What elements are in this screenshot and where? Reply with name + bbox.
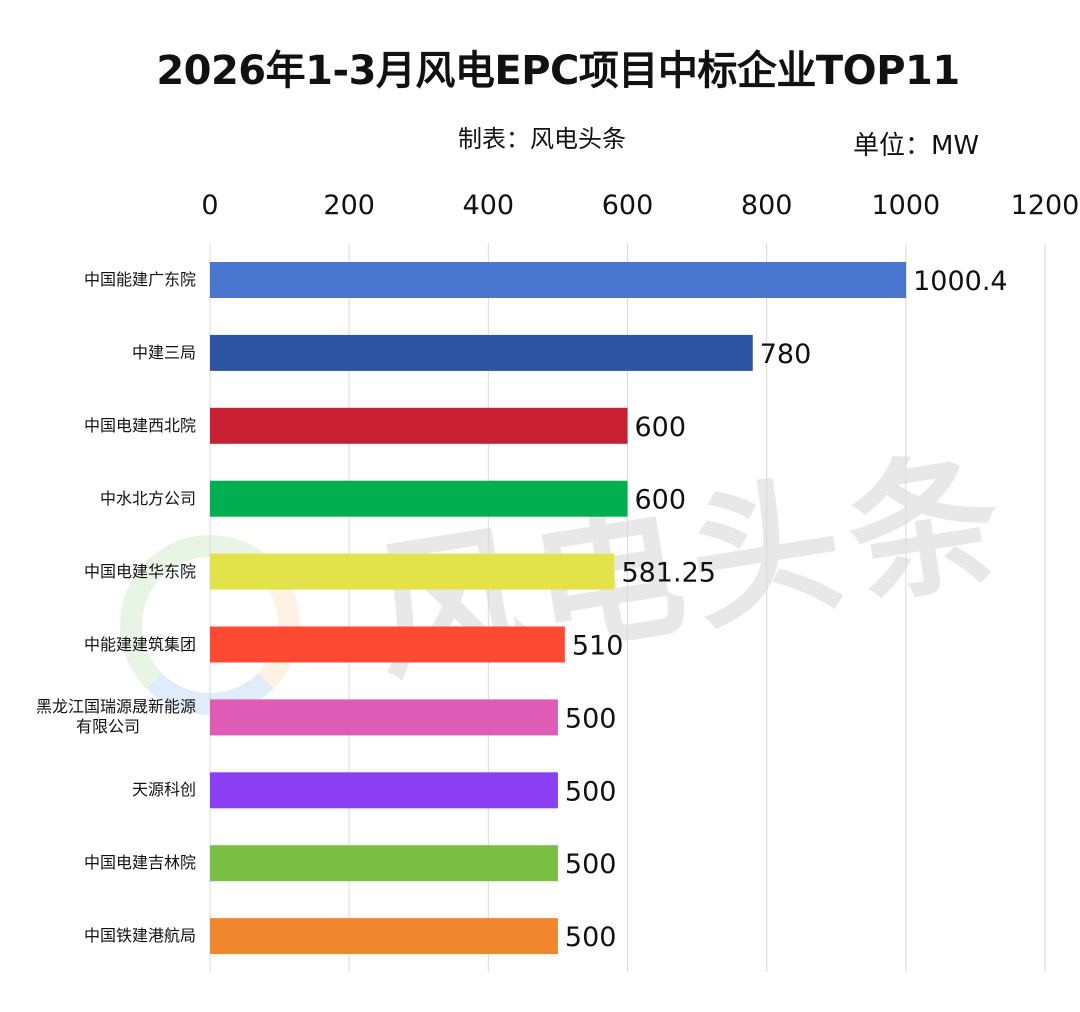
- data-label: 600: [635, 412, 687, 443]
- bar: [210, 699, 558, 736]
- bar: [210, 772, 558, 809]
- bar: [210, 918, 558, 955]
- y-category-label: 中国能建广东院: [83, 270, 196, 289]
- y-category-label: 中水北方公司: [99, 488, 196, 508]
- bar: [210, 334, 753, 371]
- y-category-label: 中国电建华东院: [83, 561, 196, 581]
- x-tick-label: 0: [201, 190, 218, 221]
- y-category-label: 中能建建筑集团: [83, 634, 196, 654]
- x-tick-label: 1000: [871, 190, 940, 221]
- x-tick-label: 800: [741, 190, 793, 221]
- chart-title: 2026年1-3月风电EPC项目中标企业TOP11: [156, 48, 960, 94]
- data-label: 780: [760, 339, 812, 370]
- y-category-label: 中国铁建港航局: [83, 926, 196, 946]
- x-tick-label: 600: [602, 190, 654, 221]
- bar: [210, 407, 628, 444]
- data-label: 500: [565, 776, 617, 807]
- y-category-label: 中建三局: [131, 342, 196, 362]
- y-category-label: 天源科创: [131, 780, 196, 800]
- data-label: 1000.4: [913, 266, 1007, 297]
- x-tick-label: 200: [323, 190, 375, 221]
- data-label: 510: [572, 631, 624, 662]
- y-category-label: 黑龙江国瑞源晟新能源 有限公司: [35, 697, 196, 737]
- bar: [210, 262, 907, 298]
- y-category-label: 中国电建吉林院: [83, 853, 196, 873]
- data-label: 581.25: [621, 558, 715, 589]
- data-label: 500: [565, 922, 617, 953]
- bar: [210, 626, 565, 663]
- unit-note: 单位：MW: [853, 131, 980, 161]
- y-category-label: 中国电建西北院: [83, 415, 196, 435]
- x-tick-label: 400: [463, 190, 515, 221]
- bar: [210, 480, 628, 517]
- bar: [210, 553, 615, 590]
- x-tick-label: 1200: [1011, 190, 1080, 221]
- data-label: 500: [565, 703, 617, 734]
- data-label: 500: [565, 849, 617, 880]
- bar: [210, 845, 558, 882]
- data-label: 600: [635, 485, 687, 516]
- source-note: 制表：风电头条: [458, 125, 626, 153]
